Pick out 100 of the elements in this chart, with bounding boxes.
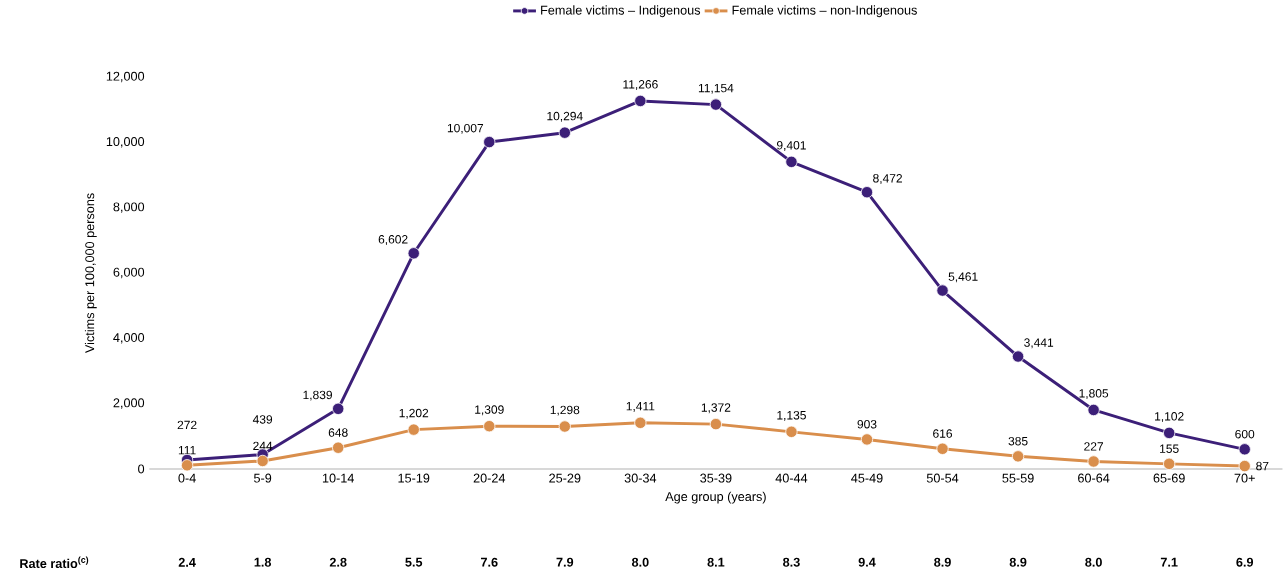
point — [483, 136, 496, 149]
x-tick-label: 5-9 — [253, 473, 272, 483]
point — [1011, 350, 1025, 363]
y-tick-label: 8,000 — [113, 202, 145, 214]
data-label: 10,007 — [447, 124, 484, 135]
point — [1238, 443, 1251, 456]
point — [332, 402, 345, 416]
x-tick-label: 10-14 — [322, 473, 354, 483]
data-label: 439 — [252, 415, 273, 424]
text: 2.8 — [329, 557, 347, 567]
point — [1011, 450, 1025, 463]
point — [1087, 455, 1100, 468]
text: 8.1 — [707, 557, 725, 567]
data-label: 9,401 — [776, 141, 806, 152]
data-label: 903 — [857, 420, 877, 429]
y-tick-label: 4,000 — [113, 333, 145, 344]
data-label: 1,372 — [701, 403, 731, 414]
point — [407, 247, 420, 260]
point — [936, 284, 949, 297]
x-tick-label: 40-44 — [775, 473, 808, 483]
data-label: 244 — [253, 441, 273, 451]
point — [785, 155, 798, 169]
text: 6.9 — [1236, 557, 1254, 567]
x-tick-label: 0-4 — [178, 473, 196, 483]
data-label: 1,102 — [1155, 412, 1184, 423]
point — [180, 459, 194, 472]
x-tick-label: 25-29 — [549, 473, 581, 483]
x-tick-label: 55-59 — [1002, 473, 1034, 483]
point — [709, 98, 723, 111]
point — [860, 433, 874, 446]
y-tick-label: 6,000 — [113, 267, 145, 279]
text: 8.0 — [631, 557, 649, 567]
text: 2.4 — [178, 558, 196, 567]
point — [634, 95, 647, 108]
point — [332, 441, 345, 455]
point — [1087, 404, 1100, 417]
text: 7.1 — [1160, 558, 1178, 567]
data-label: 272 — [177, 420, 197, 430]
data-label: 1,839 — [303, 390, 333, 401]
x-tick-label: 15-19 — [398, 473, 430, 483]
data-label: 6,602 — [378, 235, 408, 246]
point — [407, 423, 420, 437]
x-tick-label: 65-69 — [1153, 473, 1185, 483]
data-label: 1,135 — [777, 411, 806, 422]
data-label: 5,461 — [948, 272, 978, 283]
x-tick-label: 50-54 — [926, 473, 959, 483]
point — [785, 425, 798, 439]
data-label: 1,805 — [1079, 389, 1109, 400]
text: 5.5 — [405, 558, 423, 567]
text: 1.8 — [254, 557, 272, 567]
data-label: 1,411 — [626, 402, 655, 413]
data-label: 11,266 — [623, 80, 658, 91]
data-label: 11,154 — [698, 84, 734, 94]
legend-label: Female victims – Indigenous — [541, 5, 701, 18]
data-label: 1,202 — [399, 409, 429, 419]
point — [936, 442, 949, 456]
y-tick-label: 0 — [138, 464, 145, 474]
point — [634, 416, 647, 430]
text: 9.4 — [858, 557, 876, 567]
text: 8.3 — [783, 557, 800, 567]
y-tick-label: 10,000 — [106, 137, 145, 148]
text: 7.9 — [556, 557, 574, 567]
data-label: 8,472 — [873, 174, 902, 185]
x-tick-label: 20-24 — [473, 473, 506, 483]
data-label: 648 — [328, 428, 348, 438]
text: Rate ratio$^{(c)}$ — [20, 556, 89, 569]
x-tick-label: 30-34 — [624, 473, 657, 483]
text: 8.9 — [934, 557, 951, 567]
point — [483, 420, 496, 433]
data-label: 10,294 — [547, 112, 583, 122]
x-tick-label: 70+ — [1234, 473, 1255, 483]
data-label: 227 — [1084, 442, 1104, 451]
point — [1238, 460, 1251, 473]
data-label: 3,441 — [1024, 338, 1054, 349]
data-label: 155 — [1160, 444, 1179, 454]
y-tick-label: 12,000 — [106, 71, 145, 83]
data-label: 1,309 — [475, 405, 504, 416]
text: 7.6 — [481, 557, 498, 567]
point — [860, 186, 874, 199]
data-label: 111 — [178, 446, 196, 455]
point — [558, 126, 571, 140]
point — [709, 418, 723, 431]
text: 8.9 — [1009, 557, 1027, 567]
y-tick-label: 2,000 — [113, 398, 145, 410]
data-label: 1,298 — [550, 405, 580, 416]
text: 8.0 — [1085, 557, 1102, 567]
point — [1163, 457, 1176, 471]
point — [256, 455, 269, 468]
point — [1163, 427, 1176, 440]
x-tick-label: 35-39 — [700, 473, 732, 483]
point — [558, 420, 571, 433]
x-axis-title: Age group (years) — [665, 491, 766, 504]
data-label: 600 — [1235, 430, 1255, 439]
data-label: 87 — [1256, 462, 1269, 471]
x-tick-label: 45-49 — [851, 473, 883, 483]
x-tick-label: 60-64 — [1078, 473, 1110, 483]
y-axis-title: Victims per 100,000 persons — [84, 193, 97, 354]
legend-label: Female victims – non-Indigenous — [732, 5, 917, 18]
data-label: 385 — [1008, 437, 1028, 446]
data-label: 616 — [933, 429, 953, 439]
